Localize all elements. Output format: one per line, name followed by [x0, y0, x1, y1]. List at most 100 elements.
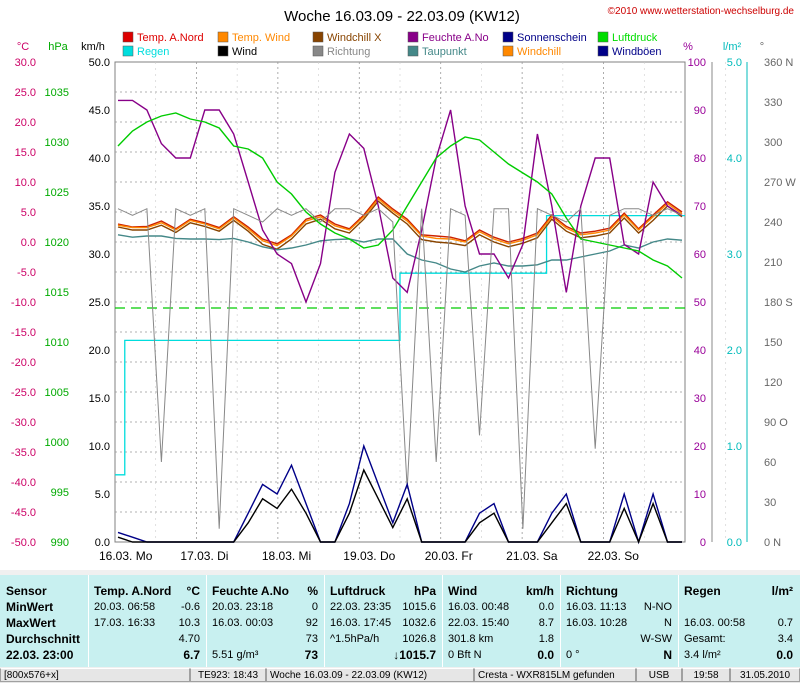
temp-tick-label: 15.0 — [15, 147, 36, 159]
legend-swatch — [312, 31, 324, 43]
pressure-tick-label: 1010 — [45, 337, 69, 349]
legend-swatch — [502, 45, 514, 57]
direction-tick-label: 30 — [764, 497, 776, 509]
pressure-row-value: ↓1015.7 — [393, 648, 436, 662]
pressure-row-label: ^1.5hPa/h — [330, 633, 380, 645]
pressure-header: Luftdruck — [330, 584, 386, 598]
series-temp-a-nord — [117, 196, 683, 245]
direction-tick-label: 90 O — [764, 417, 788, 429]
humidity-tick-label: 40 — [694, 345, 706, 357]
legend-swatch — [217, 31, 229, 43]
chart-copyright: ©2010 www.wetterstation-wechselburg.de — [608, 6, 795, 17]
direction-tick-label: 240 — [764, 217, 782, 229]
direction-row-value: N — [663, 648, 672, 662]
direction-tick-label: 300 — [764, 137, 782, 149]
wind-unit: km/h — [525, 584, 554, 598]
direction-tick-label: 360 N — [764, 57, 793, 69]
temp-tick-label: -5.0 — [17, 267, 36, 279]
rain-tick-label: 1.0 — [727, 441, 742, 453]
humidity-row-value: 92 — [305, 617, 318, 629]
wind-row-label: 301.8 km — [448, 633, 494, 645]
humidity-row-label: 16.03. 00:03 — [212, 617, 274, 629]
pressure-row-value: 1015.6 — [402, 601, 436, 613]
info-panel: Sensor MinWert MaxWert Durchschnitt 22.0… — [0, 575, 800, 667]
direction-row-value: N-NO — [643, 601, 672, 613]
wind-row-value: 1.8 — [538, 633, 554, 645]
pressure-row-label: 16.03. 17:45 — [330, 617, 392, 629]
sensor-avg-label: Durchschnitt — [6, 632, 81, 646]
wind-tick-label: 5.0 — [95, 489, 110, 501]
rain-tick-label: 3.0 — [727, 249, 742, 261]
temp-tick-label: 0.0 — [21, 237, 36, 249]
humidity-axis-unit: % — [683, 41, 693, 53]
status-resolution: [800x576+x] — [0, 668, 190, 682]
pressure-tick-label: 1015 — [45, 287, 69, 299]
sensor-current-label: 22.03. 23:00 — [6, 648, 74, 662]
x-tick-label: 21.03. Sa — [506, 549, 558, 563]
series-feuchte-a-no — [118, 99, 683, 304]
weather-chart: °C hPa km/h 30.0 25.0 20.0 15.0 10.0 5.0 0.0 -5.0 -… — [0, 0, 800, 570]
direction-tick-label: 180 S — [764, 297, 793, 309]
pressure-unit: hPa — [413, 584, 436, 598]
direction-row-value: W-SW — [640, 633, 672, 645]
wind-row-value: 0.0 — [537, 648, 554, 662]
wind-axis-unit: km/h — [81, 41, 105, 53]
legend-swatch — [407, 45, 419, 57]
rain-row-label: 3.4 l/m² — [684, 649, 721, 661]
legend-label: Windböen — [612, 46, 662, 58]
direction-tick-label: 150 — [764, 337, 782, 349]
x-tick-label: 18.03. Mi — [262, 549, 311, 563]
x-tick-label: 19.03. Do — [343, 549, 395, 563]
humidity-tick-label: 60 — [694, 249, 706, 261]
legend-label: Sonnenschein — [517, 32, 587, 44]
temp-tick-label: -35.0 — [11, 447, 36, 459]
humidity-row-label: 5.51 g/m³ — [212, 649, 259, 661]
rain-column: Regen l/m² 16.03. 00:58 0.7 Gesamt: 3.4 3.4 l/… — [678, 575, 799, 667]
humidity-tick-label: 50 — [694, 297, 706, 309]
legend-swatch — [502, 31, 514, 43]
legend-swatch — [122, 45, 134, 57]
temp-unit: °C — [186, 584, 200, 598]
wind-row-label: 22.03. 15:40 — [448, 617, 510, 629]
legend-swatch — [407, 31, 419, 43]
x-tick-label: 22.03. So — [588, 549, 640, 563]
status-te-time: TE923: 18:43 — [190, 668, 266, 682]
sensor-column: Sensor MinWert MaxWert Durchschnitt 22.0… — [0, 575, 89, 667]
humidity-column: Feuchte A.No% 20.03. 23:18 0 16.03. 00:03 92… — [206, 575, 325, 667]
humidity-tick-label: 10 — [694, 489, 706, 501]
temp-tick-label: 10.0 — [15, 177, 36, 189]
humidity-tick-label: 0 — [700, 537, 706, 549]
chart-title: Woche 16.03.09 - 22.03.09 (KW12) — [284, 8, 520, 25]
x-axis-labels: 16.03. Mo 17.03. Di 18.03. Mi 19.03. Do 20.0… — [99, 549, 639, 563]
temp-axis-unit: °C — [17, 41, 29, 53]
pressure-column: Luftdruck hPa 22.03. 23:35 1015.6 16.03. 17:… — [324, 575, 443, 667]
direction-axis-unit: ° — [760, 41, 764, 53]
legend-label: Temp. Wind — [232, 32, 290, 44]
direction-header: Richtung — [566, 584, 618, 598]
pressure-tick-label: 995 — [51, 487, 69, 499]
rain-axis-unit: l/m² — [723, 41, 742, 53]
wind-tick-label: 0.0 — [95, 537, 110, 549]
wind-row-value: 0.0 — [538, 601, 554, 613]
wind-tick-label: 25.0 — [89, 297, 110, 309]
temp-row-value: 4.70 — [178, 633, 200, 645]
temp-tick-label: 30.0 — [15, 57, 36, 69]
status-usb: USB — [636, 668, 682, 682]
direction-row-label: 16.03. 10:28 — [566, 617, 628, 629]
rain-unit: l/m² — [771, 584, 793, 598]
status-time: 19:58 — [682, 668, 730, 682]
sensor-min-label: MinWert — [6, 600, 54, 614]
legend-swatch — [217, 45, 229, 57]
rain-row-label: Gesamt: — [684, 633, 726, 645]
wind-tick-label: 35.0 — [89, 201, 110, 213]
direction-tick-label: 120 — [764, 377, 782, 389]
temp-tick-label: -10.0 — [11, 297, 36, 309]
direction-tick-label: 0 N — [764, 537, 781, 549]
wind-row-label: 16.03. 00:48 — [448, 601, 510, 613]
sensor-header: Sensor — [6, 584, 47, 598]
legend-swatch — [597, 31, 609, 43]
rain-header: Regen — [684, 584, 721, 598]
rain-tick-label: 2.0 — [727, 345, 742, 357]
legend-label: Taupunkt — [422, 46, 467, 58]
humidity-row-label: 20.03. 23:18 — [212, 601, 274, 613]
